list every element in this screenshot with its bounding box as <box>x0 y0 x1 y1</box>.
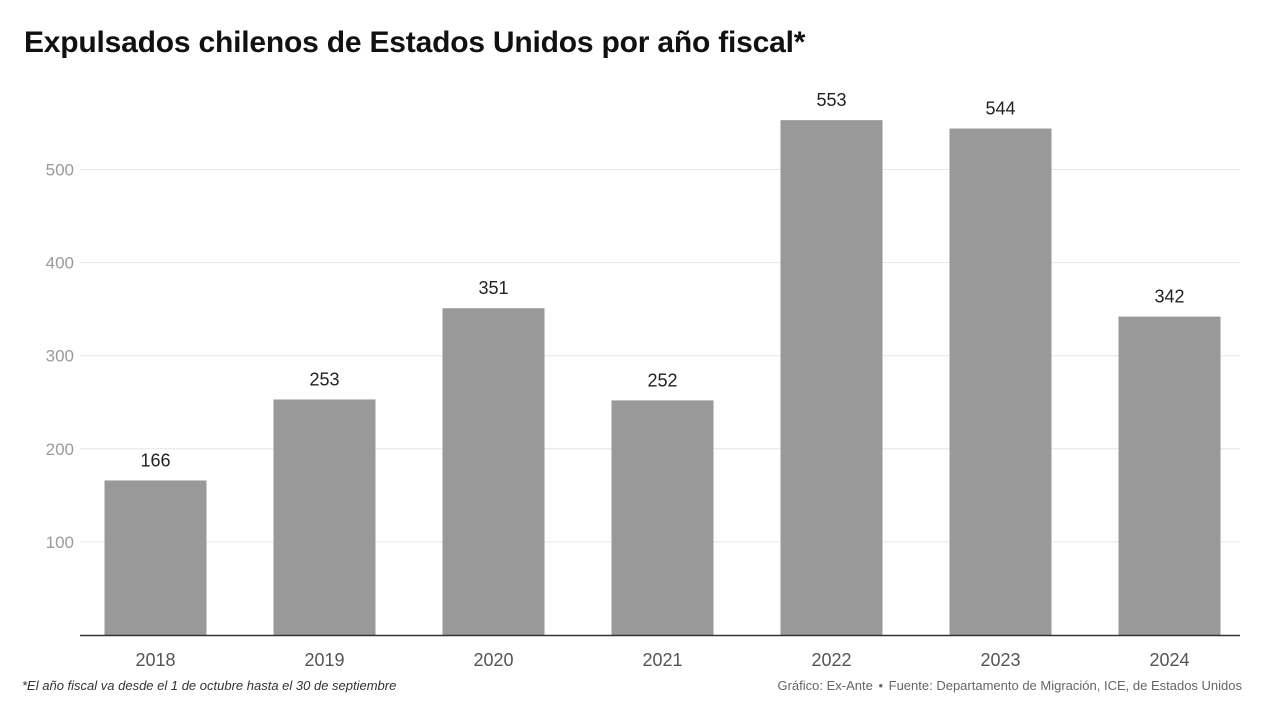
x-tick-label: 2023 <box>980 650 1020 670</box>
data-label: 252 <box>647 370 677 390</box>
x-tick-label: 2021 <box>642 650 682 670</box>
x-axis-ticks: 2018 2019 2020 2021 2022 2023 2024 <box>135 650 1189 670</box>
x-tick-label: 2020 <box>473 650 513 670</box>
y-tick-label: 200 <box>46 440 74 459</box>
chart-title: Expulsados chilenos de Estados Unidos po… <box>24 26 806 59</box>
y-tick-label: 500 <box>46 161 74 180</box>
credit-separator: • <box>878 678 884 693</box>
data-label: 544 <box>985 99 1015 119</box>
data-label: 253 <box>309 369 339 389</box>
y-axis-ticks: 100 200 300 400 500 <box>46 161 74 552</box>
y-tick-label: 400 <box>46 254 74 273</box>
bar <box>1118 316 1221 635</box>
footnote: *El año fiscal va desde el 1 de octubre … <box>22 678 397 693</box>
data-label: 553 <box>816 90 846 110</box>
bar <box>273 399 376 635</box>
x-tick-label: 2018 <box>135 650 175 670</box>
x-tick-label: 2024 <box>1149 650 1189 670</box>
data-label: 342 <box>1154 287 1184 307</box>
source-credit: Fuente: Departamento de Migración, ICE, … <box>888 678 1242 693</box>
credit-line: Gráfico: Ex-Ante • Fuente: Departamento … <box>777 678 1242 693</box>
bar <box>104 480 207 635</box>
y-tick-label: 300 <box>46 347 74 366</box>
bar <box>780 120 883 636</box>
bar <box>442 308 545 635</box>
chart-credit: Gráfico: Ex-Ante <box>777 678 873 693</box>
data-label: 166 <box>140 450 170 470</box>
data-label: 351 <box>478 278 508 298</box>
bar <box>611 400 714 635</box>
x-tick-label: 2022 <box>811 650 851 670</box>
x-tick-label: 2019 <box>304 650 344 670</box>
bars <box>104 120 1221 636</box>
bar <box>949 128 1052 635</box>
data-labels: 166 253 351 252 553 544 342 <box>140 90 1184 470</box>
y-tick-label: 100 <box>46 533 74 552</box>
